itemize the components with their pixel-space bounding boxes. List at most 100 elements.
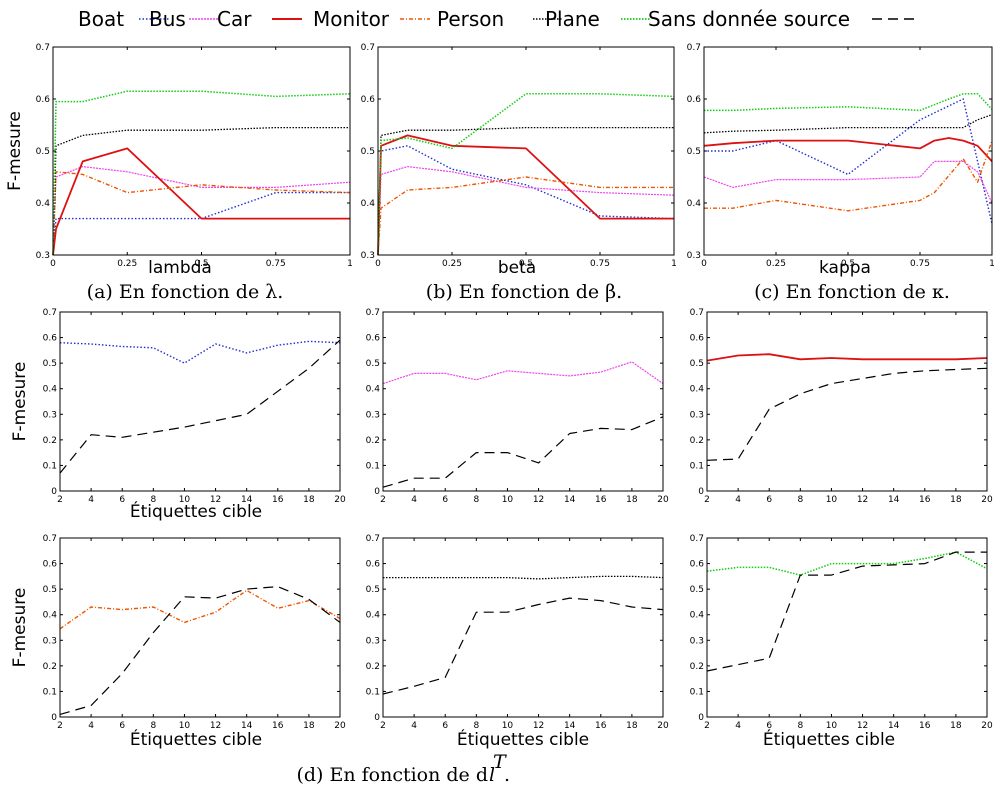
panel-a: 0.3 0.4 0.5 0.6 0.7 0 0.25 0.5 0.75 1 lambda F-mesu… — [5, 43, 353, 278]
y-tick-label: 0 — [698, 713, 704, 723]
panel-d4: 0 0.1 0.2 0.3 0.4 0.5 0.6 0.7 2 4 6 8 10 12 14 16 18 20 Ét… — [10, 534, 346, 750]
panel-d3: 0 0.1 0.2 0.3 0.4 0.5 0.6 0.7 2 4 6 8 10 12 14 16 18 20 — [690, 308, 993, 505]
y-tick-label: 0.5 — [366, 359, 380, 369]
y-tick-label: 0.5 — [43, 359, 57, 369]
y-tick-label: 0.3 — [690, 410, 704, 420]
caption-c: (c) En fonction de κ. — [754, 281, 950, 303]
legend-entry-bus: Bus — [149, 7, 219, 31]
series-line-person — [383, 575, 664, 580]
x-tick-label: 8 — [150, 721, 156, 731]
x-tick-label: 2 — [704, 721, 710, 731]
y-tick-label: 0.6 — [43, 334, 58, 344]
y-tick-label: 0.1 — [43, 461, 57, 471]
series-line-plane — [377, 93, 675, 256]
x-axis-label: lambda — [148, 258, 212, 278]
series-line-boat — [377, 145, 675, 256]
y-tick-label: 0.4 — [690, 385, 705, 395]
series-line-person — [52, 126, 350, 256]
y-tick-label: 0.1 — [690, 461, 704, 471]
ticks: 0 0.1 0.2 0.3 0.4 0.5 0.6 0.7 2 4 6 8 10 12 14 16 18 20 — [690, 308, 993, 505]
series-line-bus — [382, 361, 664, 385]
legend-label: Boat — [78, 7, 124, 31]
series-line-bus — [703, 160, 993, 204]
y-axis-label: F-mesure — [10, 362, 30, 442]
panel-d5: 0 0.1 0.2 0.3 0.4 0.5 0.6 0.7 2 4 6 8 10 12 14 16 18 20 Ét… — [366, 534, 669, 750]
legend-entry-monitor: Monitor — [313, 7, 430, 31]
x-tick-label: 0.25 — [117, 259, 137, 269]
x-tick-label: 10 — [826, 495, 838, 505]
series-line-monitor — [704, 140, 993, 212]
y-tick-label: 0.4 — [687, 199, 702, 209]
panel-c: 0.3 0.4 0.5 0.6 0.7 0 0.25 0.5 0.75 1 kappa — [687, 43, 995, 278]
x-tick-label: 12 — [857, 495, 868, 505]
y-tick-label: 0.2 — [43, 662, 57, 672]
x-axis-label: Étiquettes cible — [130, 728, 262, 750]
x-tick-label: 16 — [272, 495, 284, 505]
y-tick-label: 0 — [698, 487, 704, 497]
x-tick-label: 0.75 — [910, 259, 930, 269]
y-tick-label: 0.1 — [366, 461, 380, 471]
series-line-bus — [377, 166, 675, 256]
y-tick-label: 0.6 — [690, 334, 705, 344]
y-tick-label: 0.5 — [43, 585, 57, 595]
x-tick-label: 1 — [989, 259, 995, 269]
x-tick-label: 10 — [502, 721, 514, 731]
y-tick-label: 0.4 — [43, 385, 58, 395]
y-tick-label: 0.4 — [36, 199, 51, 209]
series-line-plane — [706, 551, 988, 576]
y-tick-label: 0.7 — [366, 534, 380, 544]
x-tick-label: 10 — [179, 495, 191, 505]
x-tick-label: 12 — [533, 721, 544, 731]
x-tick-label: 6 — [119, 721, 125, 731]
series-line-sans-donnee-source — [706, 551, 987, 672]
x-tick-label: 20 — [981, 495, 993, 505]
x-tick-label: 2 — [704, 495, 710, 505]
panel-d2: 0 0.1 0.2 0.3 0.4 0.5 0.6 0.7 2 4 6 8 10 12 14 16 18 20 — [366, 308, 669, 505]
y-axis-label: F-mesure — [10, 588, 30, 668]
y-tick-label: 0.6 — [366, 334, 381, 344]
y-tick-label: 0 — [374, 487, 380, 497]
ticks: 0 0.1 0.2 0.3 0.4 0.5 0.6 0.7 2 4 6 8 10 12 14 16 18 20 — [43, 534, 346, 731]
x-tick-label: 18 — [626, 495, 638, 505]
y-tick-label: 0.6 — [366, 560, 381, 570]
y-tick-label: 0.2 — [366, 662, 380, 672]
ticks: 0 0.1 0.2 0.3 0.4 0.5 0.6 0.7 2 4 6 8 10 12 14 16 18 20 — [690, 534, 993, 731]
ticks: 0.3 0.4 0.5 0.6 0.7 0 0.25 0.5 0.75 1 — [36, 43, 353, 269]
x-tick-label: 8 — [797, 495, 803, 505]
x-tick-label: 2 — [57, 721, 63, 731]
x-tick-label: 14 — [241, 495, 253, 505]
x-tick-label: 0 — [701, 259, 707, 269]
y-tick-label: 0.5 — [36, 147, 50, 157]
x-tick-label: 12 — [210, 721, 221, 731]
series-line-boat — [704, 98, 993, 224]
y-tick-label: 0.3 — [687, 251, 701, 261]
y-tick-label: 0.3 — [361, 251, 375, 261]
y-tick-label: 0.2 — [366, 436, 380, 446]
x-tick-label: 4 — [411, 721, 417, 731]
legend-entry-plane: Plane — [545, 7, 651, 31]
plot-frame — [703, 46, 993, 256]
legend-entry-sans-donnee-source: Sans donnée source — [648, 7, 918, 31]
y-tick-label: 0.1 — [690, 687, 704, 697]
x-tick-label: 18 — [303, 721, 315, 731]
x-tick-label: 16 — [919, 721, 931, 731]
ticks: 0 0.1 0.2 0.3 0.4 0.5 0.6 0.7 2 4 6 8 10 12 14 16 18 20 — [366, 534, 669, 731]
series-line-bus — [52, 166, 351, 256]
plot-frame — [706, 311, 988, 492]
caption-d: (d) En fonction de d — [296, 764, 488, 786]
x-tick-label: 8 — [150, 495, 156, 505]
x-tick-label: 8 — [797, 721, 803, 731]
y-tick-label: 0.1 — [366, 687, 380, 697]
x-tick-label: 16 — [595, 721, 607, 731]
y-tick-label: 0.3 — [366, 636, 380, 646]
legend-label: Person — [437, 7, 504, 31]
x-tick-label: 0.5 — [194, 259, 208, 269]
caption-d-symbol-dot: . — [504, 764, 510, 786]
series-line-sans-donnee-source — [706, 367, 988, 461]
x-tick-label: 4 — [88, 495, 94, 505]
x-tick-label: 20 — [981, 721, 993, 731]
legend: Boat Bus Car Monitor Person Plane Sans donnée … — [78, 7, 918, 31]
x-tick-label: 2 — [57, 495, 63, 505]
y-tick-label: 0.1 — [43, 687, 57, 697]
x-tick-label: 0.75 — [590, 259, 610, 269]
